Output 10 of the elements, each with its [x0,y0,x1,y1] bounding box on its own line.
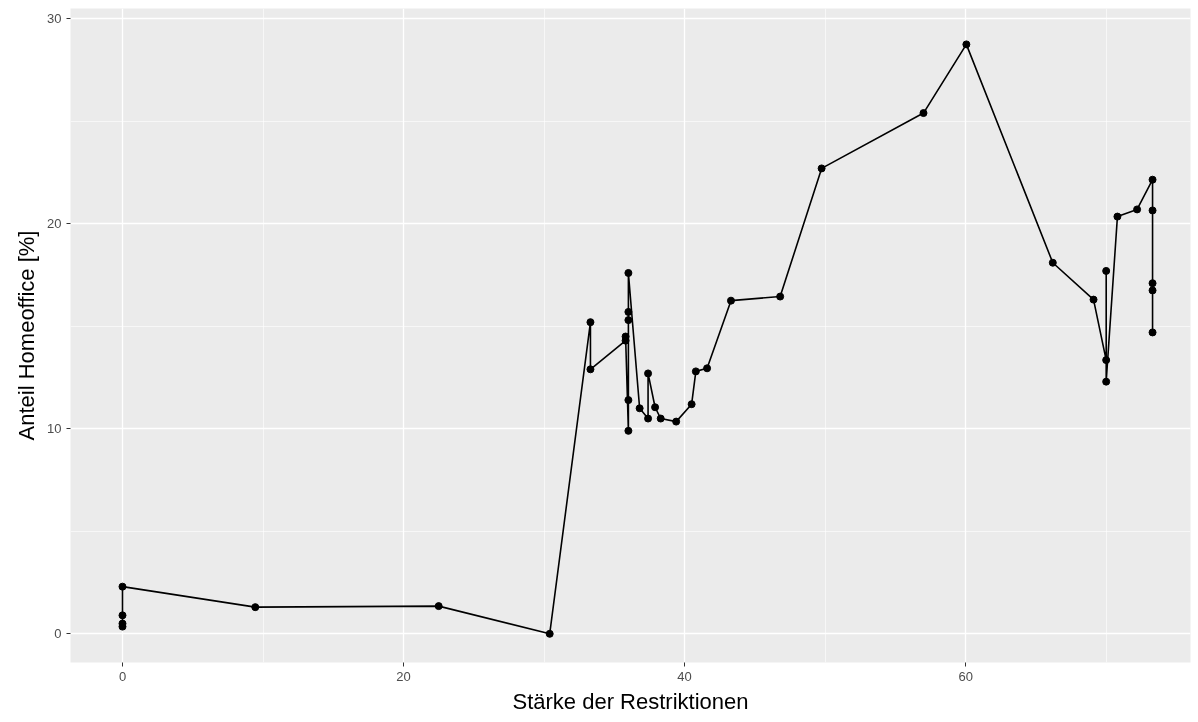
x-tick-label: 40 [677,668,692,684]
x-tick-label: 20 [396,668,411,684]
x-axis-title: Stärke der Restriktionen [512,688,749,714]
y-tick-label: 30 [47,11,62,27]
y-tick-label: 10 [47,421,62,437]
y-tick-label: 0 [54,626,62,642]
y-axis-title: Anteil Homeoffice [%] [14,230,40,441]
x-tick-label: 60 [958,668,973,684]
y-tick-label: 20 [47,216,62,232]
x-tick-label: 0 [118,668,127,684]
